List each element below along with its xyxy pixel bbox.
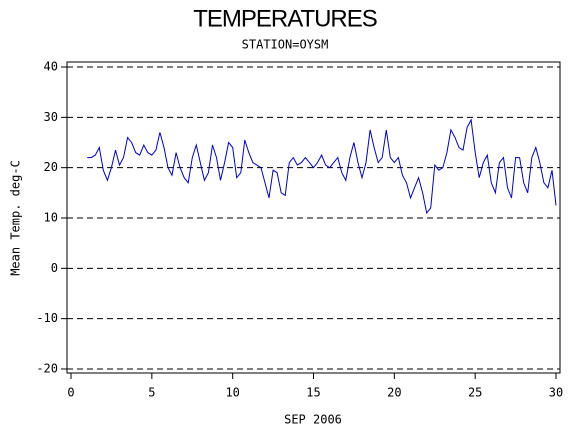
- x-tick-label: 30: [549, 386, 563, 400]
- y-tick-label: -10: [36, 311, 58, 325]
- y-axis-label: Mean Temp. deg-C: [9, 160, 23, 276]
- x-tick-label: 25: [468, 386, 482, 400]
- x-tick-label: 15: [306, 386, 320, 400]
- chart-subtitle: STATION=OYSM: [242, 38, 329, 52]
- x-axis-label: SEP 2006: [284, 413, 342, 427]
- x-tick-label: 5: [148, 386, 155, 400]
- x-tick-label: 0: [67, 386, 74, 400]
- y-tick-label: 20: [44, 160, 58, 174]
- data-line: [87, 118, 557, 215]
- y-tick-label: 10: [44, 211, 58, 225]
- y-tick-label: 40: [44, 60, 58, 74]
- x-tick-label: 20: [387, 386, 401, 400]
- y-tick-label: 30: [44, 110, 58, 124]
- y-tick-label: 0: [51, 261, 58, 275]
- x-tick-label: 10: [225, 386, 239, 400]
- y-tick-label: -20: [36, 362, 58, 376]
- chart-title: TEMPERATURES: [193, 5, 377, 32]
